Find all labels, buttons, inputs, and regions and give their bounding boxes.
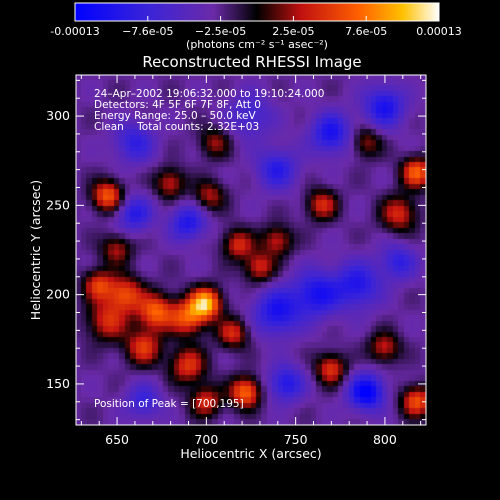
colorbar-tick-label: 2.5e-05: [272, 25, 314, 38]
annotations: 24–Apr–2002 19:06:32.000 to 19:10:24.000…: [94, 88, 324, 410]
colorbar-ticks: [74, 16, 440, 21]
y-axis-label: Heliocentric Y (arcsec): [28, 180, 43, 320]
y-tick-label: 200: [46, 287, 70, 302]
colorbar-unit-label: (photons cm⁻² s⁻¹ asec⁻²): [186, 38, 328, 51]
colorbar-tick-labels: -0.00013 −7.6e-05 −2.5e-05 2.5e-05 7.6e-05 0.…: [50, 25, 461, 38]
annotation-energy-range: Energy Range: 25.0 – 50.0 keV: [94, 110, 256, 122]
y-axis-tick-labels: 150 200 250 300: [46, 108, 70, 391]
y-tick-label: 150: [46, 376, 70, 391]
x-tick-label: 650: [105, 432, 129, 447]
annotation-time-range: 24–Apr–2002 19:06:32.000 to 19:10:24.000: [94, 88, 324, 100]
x-axis-label: Heliocentric X (arcsec): [180, 446, 321, 461]
x-tick-label: 750: [284, 432, 308, 447]
annotation-detectors: Detectors: 4F 5F 6F 7F 8F, Att 0: [94, 99, 261, 111]
x-axis-ticks: [80, 75, 422, 425]
annotation-peak-position: Position of Peak = [700,195]: [94, 398, 244, 410]
colorbar-tick-label: −2.5e-05: [195, 25, 246, 38]
annotation-counts: Clean Total counts: 2.32E+03: [94, 121, 259, 133]
x-tick-label: 800: [373, 432, 397, 447]
y-tick-label: 250: [46, 197, 70, 212]
heatmap-image: [76, 75, 426, 425]
y-tick-label: 300: [46, 108, 70, 123]
x-tick-label: 700: [194, 432, 218, 447]
colorbar-tick-label: −7.6e-05: [122, 25, 173, 38]
colorbar-tick-label: 7.6e-05: [345, 25, 387, 38]
colorbar-tick-label: -0.00013: [50, 25, 99, 38]
x-axis-tick-labels: 650 700 750 800: [105, 432, 397, 447]
colorbar-tick-label: 0.00013: [416, 25, 462, 38]
plot-frame: [75, 74, 427, 426]
y-axis-ticks: [76, 79, 426, 421]
chart-title: Reconstructed RHESSI Image: [142, 53, 361, 71]
colorbar: -0.00013 −7.6e-05 −2.5e-05 2.5e-05 7.6e-05 0.…: [50, 2, 462, 51]
colorbar-bar: [74, 2, 440, 22]
